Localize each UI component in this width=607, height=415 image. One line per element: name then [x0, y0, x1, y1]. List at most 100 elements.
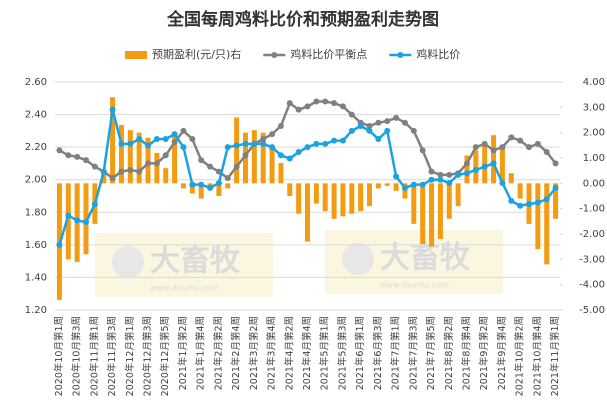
marker	[517, 202, 524, 209]
marker	[401, 184, 408, 191]
marker	[277, 152, 284, 159]
bar	[411, 183, 417, 224]
marker	[83, 157, 90, 164]
marker	[100, 168, 107, 175]
bar	[163, 168, 169, 184]
marker	[118, 140, 125, 147]
x-tick-label: 2021年9月第4周	[496, 316, 508, 390]
watermark-logo	[112, 246, 144, 278]
marker	[56, 241, 63, 248]
x-tick-label: 2021年6月第1周	[354, 316, 366, 390]
y-tick-label: 1.20	[25, 305, 47, 316]
marker	[260, 140, 267, 147]
bar	[508, 173, 514, 184]
bar	[110, 97, 116, 184]
marker	[91, 163, 98, 170]
marker	[145, 142, 152, 149]
marker	[162, 152, 169, 159]
chart-title: 全国每周鸡料比价和预期盈利走势图	[166, 9, 439, 30]
bar	[313, 183, 319, 204]
marker	[552, 160, 559, 167]
marker	[233, 142, 240, 149]
watermark-text: 大畜牧	[380, 241, 471, 276]
x-tick-label: 2021年6月第3周	[372, 316, 384, 390]
marker	[508, 197, 515, 204]
x-tick-label: 2021年7月第1周	[390, 316, 402, 390]
marker	[74, 153, 81, 160]
x-tick-label: 2021年11月第1周	[549, 316, 561, 396]
marker	[109, 106, 116, 113]
bar	[482, 142, 488, 184]
watermark-box	[325, 230, 503, 294]
marker	[366, 127, 373, 134]
marker	[207, 163, 214, 170]
bar	[101, 170, 107, 184]
marker	[419, 147, 426, 154]
marker	[331, 100, 338, 107]
bar	[180, 183, 186, 189]
marker	[543, 149, 550, 156]
bar	[455, 183, 461, 207]
bar	[118, 125, 124, 184]
bar	[172, 132, 178, 184]
y2-tick-label: 2.00	[583, 128, 605, 139]
x-tick-label: 2020年12月第3周	[142, 316, 154, 396]
marker	[437, 176, 444, 183]
bar	[473, 150, 479, 184]
y-tick-label: 2.20	[25, 142, 47, 153]
marker	[171, 131, 178, 138]
marker	[517, 137, 524, 144]
marker	[189, 181, 196, 188]
y-tick-label: 1.80	[25, 207, 47, 218]
marker	[260, 136, 267, 142]
x-tick-label: 2021年3月第4周	[266, 316, 278, 390]
bar	[216, 183, 222, 196]
marker	[322, 140, 329, 147]
bar	[491, 135, 497, 184]
marker	[552, 184, 559, 191]
bar	[358, 183, 364, 212]
marker	[65, 152, 72, 159]
y-tick-label: 2.00	[25, 175, 47, 186]
y2-tick-label: -4.00	[579, 280, 605, 291]
marker	[419, 181, 426, 188]
x-tick-label: 2021年7月第5周	[425, 316, 437, 390]
x-tick-label: 2020年12月第1周	[124, 316, 136, 396]
watermark-url: www.dxumu.com	[150, 284, 219, 293]
marker	[490, 147, 497, 154]
marker	[348, 127, 355, 134]
x-tick-label: 2021年7月第3周	[407, 316, 419, 390]
bar	[437, 183, 443, 240]
bar	[251, 130, 257, 184]
x-tick-label: 2020年11月第1周	[88, 316, 100, 396]
y-tick-label: 2.60	[25, 77, 47, 88]
bar	[225, 183, 231, 189]
x-tick-label: 2020年11月第3周	[106, 316, 118, 396]
legend-swatch	[125, 51, 147, 59]
bar	[83, 183, 89, 255]
marker	[428, 176, 435, 183]
bar	[296, 183, 302, 214]
marker	[339, 103, 346, 110]
x-tick-label: 2021年9月第2周	[478, 316, 490, 390]
bar	[553, 183, 559, 219]
y2-tick-label: -2.00	[579, 229, 605, 240]
marker	[393, 173, 400, 180]
bar	[154, 152, 160, 184]
marker	[295, 149, 302, 156]
marker	[534, 199, 541, 206]
bar	[384, 183, 390, 186]
marker	[127, 140, 134, 147]
marker	[162, 136, 169, 142]
bar	[420, 183, 426, 245]
bar	[349, 183, 355, 214]
marker	[384, 127, 391, 134]
marker	[446, 171, 453, 178]
marker	[189, 136, 196, 142]
marker	[269, 144, 276, 151]
marker	[304, 144, 311, 151]
marker	[428, 168, 435, 175]
bar	[269, 145, 275, 184]
marker	[207, 184, 214, 191]
